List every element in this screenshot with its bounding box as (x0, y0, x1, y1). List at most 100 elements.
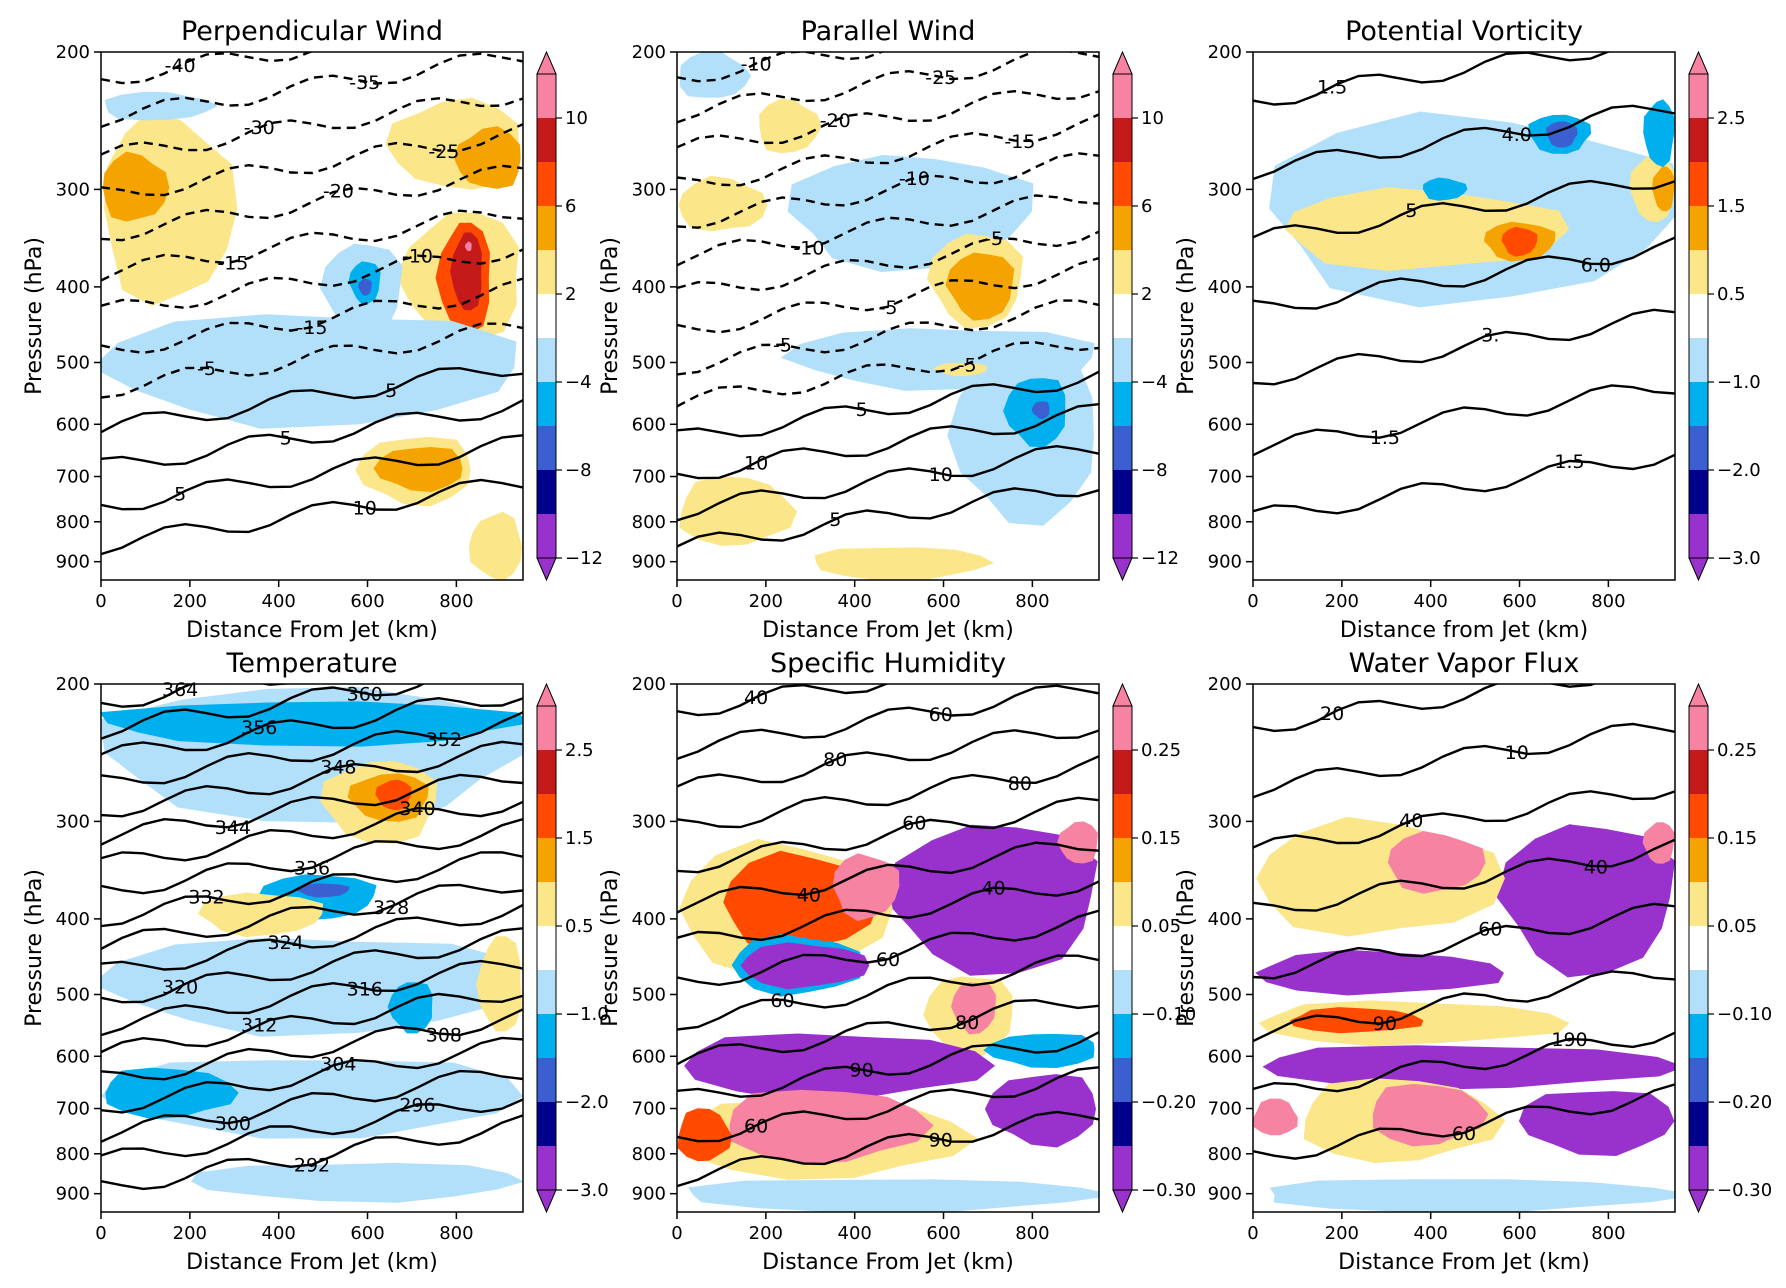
colorbar-segment (1113, 250, 1132, 295)
contour-fill-region (1422, 177, 1468, 201)
contour-line (677, 841, 1099, 914)
contour-label: 60 (770, 990, 794, 1012)
contour-label: 10 (353, 498, 377, 520)
colorbar: 10 6 2 −4 −8 −12 (1112, 50, 1179, 582)
colorbar-tick-label: −0.30 (1141, 1180, 1196, 1201)
y-tick-label: 400 (1208, 277, 1242, 298)
contour-line (101, 1069, 523, 1143)
colorbar-bottom-arrow (536, 1189, 557, 1214)
contour-fill-region (454, 126, 521, 189)
colorbar-segment (1113, 794, 1132, 839)
colorbar-segment (537, 426, 556, 471)
colorbar-frame (1112, 705, 1133, 1191)
contour-fill-region (1496, 824, 1675, 978)
chart-panel-2: -10 -25 -20 -15 -10 -10 -5 -5 -5 -5 5 10 10 5 Parallel… (598, 16, 1179, 643)
colorbar-tick-label: 1.5 (565, 828, 594, 849)
contour-label: 5 (829, 509, 841, 531)
contour-line (1253, 838, 1675, 912)
colorbar-bottom-arrow (1688, 1189, 1709, 1214)
contour-label: 312 (241, 1014, 277, 1036)
contour-line (677, 89, 1099, 149)
contour-fill-region (832, 853, 900, 922)
contour-line (1253, 384, 1675, 457)
contour-fill-region (677, 1108, 732, 1162)
contour-label: 60 (744, 1116, 768, 1138)
contour-label: 5 (856, 399, 868, 421)
contour-label: 324 (267, 932, 303, 954)
y-tick-label: 400 (56, 277, 90, 298)
colorbar-segment (1113, 1058, 1132, 1103)
contour-label: 344 (215, 817, 251, 839)
x-tick-label: 400 (1414, 591, 1448, 612)
contour-fill-region (191, 1162, 523, 1203)
y-tick-label: 700 (632, 467, 666, 488)
y-tick-label: 400 (632, 909, 666, 930)
colorbar-tick-label: 2.5 (565, 740, 594, 761)
y-tick-label: 200 (632, 42, 666, 63)
contour-label: 190 (1551, 1029, 1587, 1051)
y-tick-label: 800 (56, 1144, 90, 1165)
colorbar-segment (537, 162, 556, 207)
contour-label: 5 (174, 484, 186, 506)
contour-label: 20 (1320, 703, 1344, 725)
colorbar-segment (1689, 970, 1708, 1015)
y-tick-label: 200 (1208, 42, 1242, 63)
contour-fill-region (1642, 822, 1675, 864)
y-tick-label: 900 (56, 1184, 90, 1205)
y-tick-label: 700 (1208, 467, 1242, 488)
contour-lines (101, 52, 523, 556)
x-axis-label: Distance From Jet (km) (762, 1250, 1014, 1275)
colorbar-tick-label: 10 (1141, 108, 1164, 129)
colorbar-segment (1689, 1058, 1708, 1103)
colorbar-segment (1113, 514, 1132, 559)
contour-line (101, 366, 523, 434)
contour-fill-region (102, 151, 170, 222)
colorbar-segment (1689, 706, 1708, 751)
contour-fill-region (387, 982, 433, 1034)
contour-line (101, 992, 523, 1054)
contour-line (677, 998, 1099, 1066)
contour-line (101, 903, 523, 971)
contour-lines (101, 684, 523, 1191)
plot-frame (1252, 683, 1676, 1213)
colorbar-top-arrow (1688, 50, 1709, 75)
colorbar-tick-label: 0.05 (1717, 916, 1757, 937)
plot-frame (676, 683, 1100, 1213)
y-axis-label: Pressure (hPa) (598, 237, 623, 395)
x-tick-label: 0 (95, 591, 106, 612)
colorbar-tick-label: −8 (1141, 460, 1168, 481)
colorbar-segment (1689, 250, 1708, 295)
contour-label: 40 (797, 884, 821, 906)
contour-label: 300 (215, 1113, 251, 1135)
y-tick-label: 500 (56, 984, 90, 1005)
y-tick-label: 500 (632, 984, 666, 1005)
colorbar-segment (1689, 294, 1708, 339)
colorbar-tick-label: 6 (1141, 196, 1152, 217)
y-axis-label: Pressure (hPa) (22, 869, 47, 1027)
contour-label: 304 (320, 1053, 356, 1075)
colorbar-tick-label: 1.5 (1717, 196, 1746, 217)
contour-line (677, 52, 1099, 124)
contour-label: 320 (162, 977, 198, 999)
contour-label: 80 (955, 1012, 979, 1034)
colorbar-top-arrow (1112, 50, 1133, 75)
contour-label: 60 (902, 812, 926, 834)
contour-fill-region (687, 1179, 1099, 1212)
colorbar-segment (1689, 750, 1708, 795)
x-tick-label: 200 (1325, 591, 1359, 612)
contour-label: 296 (399, 1094, 435, 1116)
contour-fill-region (373, 447, 463, 492)
x-tick-label: 400 (1414, 1223, 1448, 1244)
contour-fill-region (1643, 99, 1675, 168)
x-axis-label: Distance From Jet (km) (186, 618, 438, 643)
plot-frame (100, 683, 524, 1213)
contour-line (101, 817, 523, 895)
colorbar-tick-label: −3.0 (1717, 548, 1761, 569)
contour-line (101, 209, 523, 282)
colorbar-segment (537, 1146, 556, 1191)
contour-line (1253, 104, 1675, 181)
contour-fill-region (450, 232, 482, 311)
contour-label: 80 (1008, 773, 1032, 795)
contour-label: 40 (744, 687, 768, 709)
contour-label: 3. (1481, 324, 1499, 346)
